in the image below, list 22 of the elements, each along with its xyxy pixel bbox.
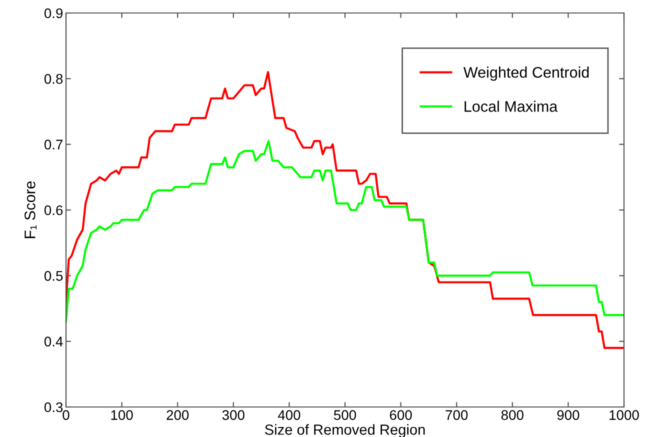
x-tick-label: 300	[222, 410, 244, 420]
x-tick-label: 200	[166, 410, 189, 420]
y-tick-label: 0.4	[44, 336, 63, 347]
x-tick-label: 1000	[610, 410, 639, 420]
legend-label: Weighted Centroid	[463, 66, 589, 81]
x-tick-label: 800	[501, 410, 524, 420]
y-axis-title: F₁ Score	[24, 181, 36, 238]
y-tick-label: 0.5	[44, 271, 63, 281]
legend-label: Local Maxima	[464, 100, 558, 112]
y-tick-label: 0.9	[44, 8, 63, 18]
x-tick-label: 900	[557, 410, 580, 420]
x-tick-label: 100	[111, 410, 133, 420]
y-tick-label: 0.6	[44, 205, 63, 216]
x-tick-label: 600	[390, 410, 412, 420]
x-tick-label: 700	[446, 410, 468, 420]
line-series	[66, 140, 624, 323]
x-tick-label: 0	[62, 410, 70, 420]
y-tick-label: 0.3	[44, 402, 63, 412]
y-tick-label: 0.8	[44, 74, 63, 84]
y-tick-label: 0.7	[44, 140, 63, 150]
x-tick-label: 400	[278, 410, 300, 420]
x-tick-label: 500	[334, 410, 356, 420]
